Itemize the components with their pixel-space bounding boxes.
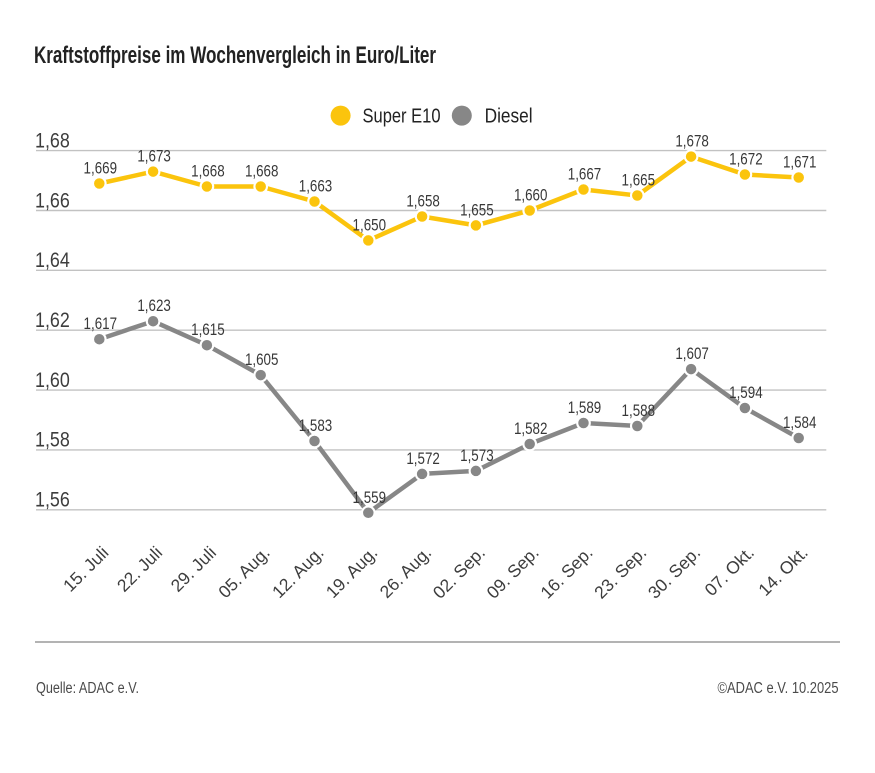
svg-text:1,589: 1,589 xyxy=(568,399,602,417)
svg-text:1,660: 1,660 xyxy=(514,187,548,205)
svg-text:1,650: 1,650 xyxy=(353,216,387,234)
svg-text:1,665: 1,665 xyxy=(622,172,656,190)
svg-text:1,607: 1,607 xyxy=(675,345,709,363)
svg-text:Diesel: Diesel xyxy=(485,106,533,128)
svg-text:1,68: 1,68 xyxy=(35,129,70,152)
svg-text:1,572: 1,572 xyxy=(406,450,440,468)
svg-text:1,671: 1,671 xyxy=(783,154,817,172)
svg-text:1,594: 1,594 xyxy=(729,384,763,402)
svg-text:Kraftstoffpreise im Wochenverg: Kraftstoffpreise im Wochenvergleich in E… xyxy=(34,42,436,69)
svg-text:1,668: 1,668 xyxy=(245,163,279,181)
svg-text:1,583: 1,583 xyxy=(299,417,333,435)
svg-text:1,669: 1,669 xyxy=(84,160,118,178)
svg-text:Super E10: Super E10 xyxy=(363,106,441,128)
svg-text:1,655: 1,655 xyxy=(460,201,494,219)
svg-text:1,673: 1,673 xyxy=(137,148,171,166)
svg-text:1,615: 1,615 xyxy=(191,321,225,339)
svg-text:1,559: 1,559 xyxy=(353,489,387,507)
svg-text:1,56: 1,56 xyxy=(35,489,70,512)
svg-text:1,672: 1,672 xyxy=(729,151,763,169)
svg-text:1,58: 1,58 xyxy=(35,429,70,452)
svg-text:1,66: 1,66 xyxy=(35,189,70,212)
svg-text:1,62: 1,62 xyxy=(35,309,70,332)
svg-text:1,623: 1,623 xyxy=(137,297,171,315)
svg-text:1,60: 1,60 xyxy=(35,369,70,392)
svg-text:Quelle: ADAC e.V.: Quelle: ADAC e.V. xyxy=(36,680,139,697)
svg-text:1,663: 1,663 xyxy=(299,178,333,196)
svg-text:©ADAC e.V. 10.2025: ©ADAC e.V. 10.2025 xyxy=(718,680,839,697)
svg-text:1,584: 1,584 xyxy=(783,414,817,432)
svg-text:1,668: 1,668 xyxy=(191,163,225,181)
svg-text:1,658: 1,658 xyxy=(406,193,440,211)
svg-text:1,678: 1,678 xyxy=(675,133,709,151)
svg-text:1,605: 1,605 xyxy=(245,351,279,369)
svg-text:1,588: 1,588 xyxy=(622,402,656,420)
svg-text:1,573: 1,573 xyxy=(460,447,494,465)
svg-text:1,667: 1,667 xyxy=(568,166,602,184)
svg-text:1,64: 1,64 xyxy=(35,249,70,272)
svg-text:1,582: 1,582 xyxy=(514,420,548,438)
svg-text:1,617: 1,617 xyxy=(84,315,118,333)
